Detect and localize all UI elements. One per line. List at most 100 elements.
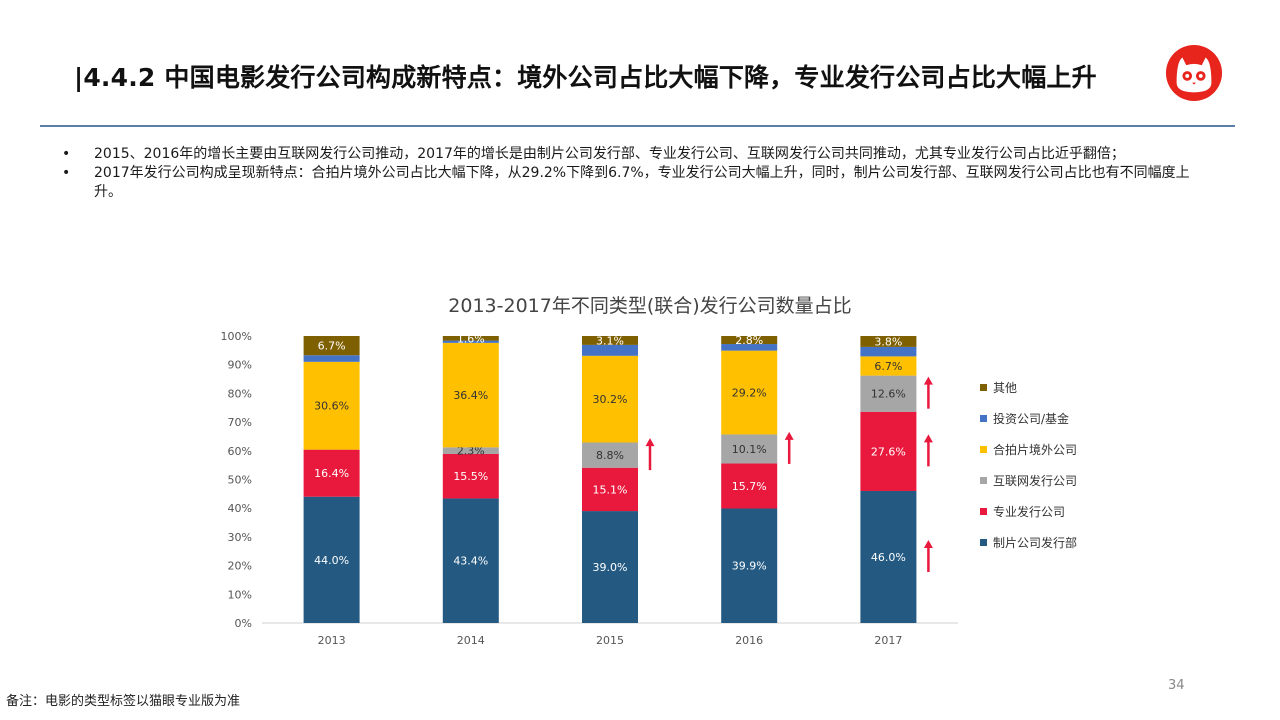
legend-label: 专业发行公司 <box>993 505 1066 519</box>
data-label: 1.6% <box>457 332 485 345</box>
data-label: 39.0% <box>593 561 628 574</box>
data-label: 44.0% <box>314 554 349 567</box>
chart-legend: 其他投资公司/基金 合拍片境外公司 互联网发行公司 专业发行公司 制片公司发行部 <box>980 372 1077 558</box>
bar-segment <box>860 336 917 347</box>
page-number: 34 <box>1168 678 1185 693</box>
bar-segment <box>582 442 638 468</box>
legend-item: 互联网发行公司 <box>980 465 1077 496</box>
y-tick-label: 50% <box>228 474 252 487</box>
bar-segment <box>721 508 778 623</box>
bullet-text: 2015、2016年的增长主要由互联网发行公司推动，2017年的增长是由制片公司… <box>94 146 1125 162</box>
bullet-text: 2017年发行公司构成呈现新特点：合拍片境外公司占比大幅下降，从29.2%下降到… <box>94 165 1190 200</box>
bullet-mark: • <box>62 165 71 181</box>
up-arrow-icon <box>923 376 933 385</box>
y-tick-label: 100% <box>221 330 252 343</box>
bar-segment <box>303 449 360 497</box>
data-label: 15.5% <box>453 470 488 483</box>
legend-label: 其他 <box>993 381 1018 395</box>
bar-segment <box>582 355 638 443</box>
maoyan-cat-logo-icon <box>1165 44 1223 102</box>
data-label: 30.2% <box>593 393 628 406</box>
bullet-mark: • <box>62 146 71 162</box>
legend-item: 投资公司/基金 <box>980 403 1077 434</box>
bar-segment <box>303 355 360 362</box>
bar-segment <box>582 467 638 512</box>
bar-segment <box>442 453 499 499</box>
bar-segment <box>303 496 360 623</box>
data-label: 2.3% <box>457 445 485 458</box>
data-label: 15.7% <box>732 480 767 493</box>
data-label: 10.1% <box>732 443 767 456</box>
data-label: 15.1% <box>593 483 628 496</box>
up-arrow-icon <box>923 539 933 548</box>
legend-label: 制片公司发行部 <box>993 536 1078 550</box>
bar-segment <box>442 447 499 454</box>
bar-segment <box>442 336 499 341</box>
legend-swatch <box>980 384 987 391</box>
legend-label: 投资公司/基金 <box>993 412 1070 426</box>
legend-item: 专业发行公司 <box>980 496 1077 527</box>
bar-segment <box>582 511 638 623</box>
x-tick-label: 2013 <box>318 634 346 647</box>
data-label: 43.4% <box>453 555 488 568</box>
legend-swatch <box>980 415 987 422</box>
legend-swatch <box>980 508 987 515</box>
bar-segment <box>860 375 917 412</box>
data-label: 36.4% <box>453 389 488 402</box>
x-tick-label: 2015 <box>596 634 624 647</box>
up-arrow-icon <box>784 431 794 440</box>
data-label: 12.6% <box>871 388 906 401</box>
data-label: 46.0% <box>871 551 906 564</box>
y-tick-label: 90% <box>228 359 252 372</box>
data-label: 3.8% <box>874 335 902 348</box>
y-tick-label: 70% <box>228 416 252 429</box>
chart-title: 2013-2017年不同类型(联合)发行公司数量占比 <box>448 295 852 317</box>
header-divider <box>40 125 1235 127</box>
bar-segment <box>442 342 499 448</box>
bar-segment <box>860 490 917 623</box>
legend-label: 合拍片境外公司 <box>993 443 1078 457</box>
data-label: 3.1% <box>596 334 624 347</box>
bar-segment <box>721 336 778 345</box>
up-arrow-icon <box>645 438 655 447</box>
bar-segment <box>582 336 638 345</box>
bullet-item: • 2015、2016年的增长主要由互联网发行公司推动，2017年的增长是由制片… <box>62 145 1197 164</box>
y-tick-label: 10% <box>228 588 252 601</box>
bar-segment <box>442 498 499 623</box>
legend-swatch <box>980 477 987 484</box>
legend-item: 其他 <box>980 372 1077 403</box>
data-label: 39.9% <box>732 560 767 573</box>
x-tick-label: 2017 <box>874 634 902 647</box>
data-label: 30.6% <box>314 400 349 413</box>
footnote: 备注：电影的类型标签以猫眼专业版为准 <box>6 694 241 709</box>
y-tick-label: 0% <box>235 617 252 630</box>
legend-swatch <box>980 446 987 453</box>
bar-segment <box>860 411 917 491</box>
data-label: 29.2% <box>732 387 767 400</box>
legend-item: 制片公司发行部 <box>980 527 1077 558</box>
y-tick-label: 40% <box>228 502 252 515</box>
bar-segment <box>303 361 360 450</box>
bar-segment <box>442 340 499 343</box>
bar-segment <box>582 344 638 356</box>
data-label: 6.7% <box>318 340 346 353</box>
legend-item: 合拍片境外公司 <box>980 434 1077 465</box>
y-tick-label: 60% <box>228 445 252 458</box>
x-tick-label: 2014 <box>457 634 485 647</box>
page-title: |4.4.2 中国电影发行公司构成新特点：境外公司占比大幅下降，专业发行公司占比… <box>74 63 1097 92</box>
bar-segment <box>721 344 778 351</box>
y-tick-label: 80% <box>228 387 252 400</box>
y-tick-label: 30% <box>228 531 252 544</box>
bar-segment <box>860 356 917 376</box>
bar-segment <box>860 346 917 357</box>
bar-segment <box>721 463 778 509</box>
data-label: 8.8% <box>596 449 624 462</box>
up-arrow-icon <box>923 434 933 443</box>
data-label: 2.8% <box>735 334 763 347</box>
data-label: 27.6% <box>871 445 906 458</box>
bullet-list: • 2015、2016年的增长主要由互联网发行公司推动，2017年的增长是由制片… <box>62 145 1197 202</box>
data-label: 6.7% <box>874 360 902 373</box>
x-tick-label: 2016 <box>735 634 763 647</box>
legend-label: 互联网发行公司 <box>993 474 1078 488</box>
